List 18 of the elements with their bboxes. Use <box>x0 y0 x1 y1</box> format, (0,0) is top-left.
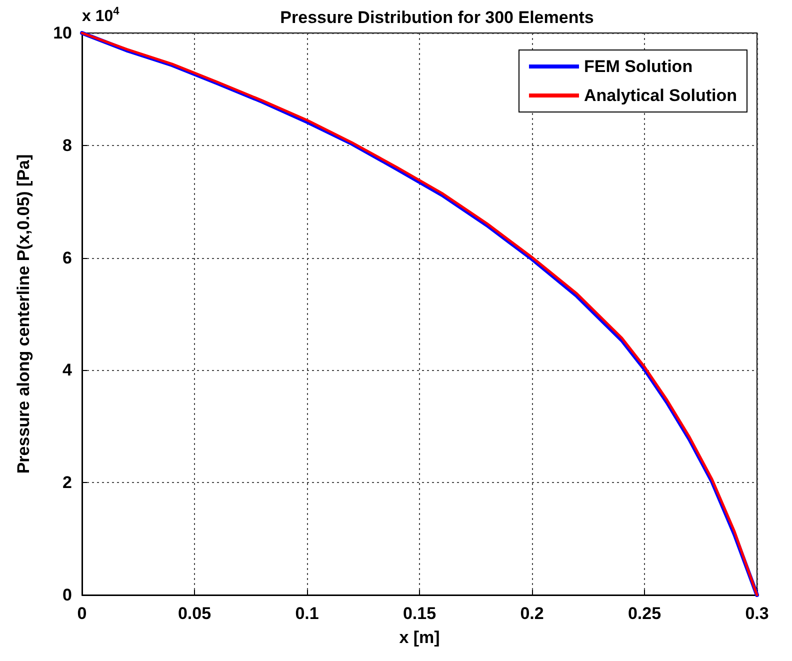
y-tick-label: 0 <box>62 586 72 604</box>
x-tick-label: 0 <box>77 604 87 623</box>
legend-label: FEM Solution <box>584 57 693 76</box>
y-tick-label: 2 <box>62 473 72 492</box>
legend-label: Analytical Solution <box>584 86 738 105</box>
y-axis-title: Pressure along centerline P(x,0.05) [Pa] <box>14 154 33 474</box>
x-tick-label: 0.15 <box>402 604 436 623</box>
y-tick-label: 8 <box>62 136 72 155</box>
y-tick-label: 10 <box>53 24 72 42</box>
x-tick-label: 0.05 <box>178 604 212 623</box>
x-tick-label: 0.3 <box>745 604 769 623</box>
x-tick-label: 0.2 <box>520 604 544 623</box>
y-tick-label: 6 <box>62 248 72 268</box>
x-tick-label: 0.25 <box>628 604 662 623</box>
x-tick-label: 0.1 <box>295 604 319 623</box>
chart-title: Pressure Distribution for 300 Elements <box>280 8 594 27</box>
x-axis-title: x [m] <box>399 628 440 647</box>
y-tick-label: 4 <box>62 360 73 380</box>
